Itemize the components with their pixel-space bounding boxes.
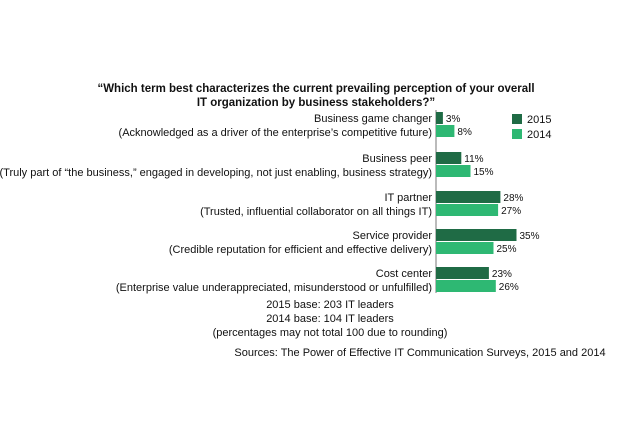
category-group: Business peer (Truly part of “the busines… [0, 152, 494, 179]
bar-2015 [436, 112, 443, 124]
category-description: (Truly part of “the business,” engaged i… [0, 167, 432, 179]
bar-2014 [436, 280, 496, 292]
category-group: Cost center (Enterprise value underapprec… [116, 267, 519, 294]
category-label: Business game changer [314, 113, 432, 125]
category-description: (Acknowledged as a driver of the enterpr… [119, 127, 432, 139]
data-label-2015: 3% [446, 114, 461, 125]
chart-title-line-2: IT organization by business stakeholders… [197, 97, 435, 109]
category-label: Service provider [353, 230, 433, 242]
data-label-2014: 27% [501, 206, 521, 217]
legend-label-2015: 2015 [527, 114, 551, 126]
bar-2014 [436, 165, 471, 177]
bar-2014 [436, 125, 455, 137]
category-group: Service provider (Credible reputation for… [169, 229, 540, 256]
data-label-2014: 25% [497, 244, 517, 255]
category-label: Cost center [376, 268, 433, 280]
category-group: Business game changer (Acknowledged as a … [119, 112, 472, 139]
data-label-2014: 8% [457, 127, 472, 138]
legend-swatch-2015 [512, 114, 522, 124]
category-label: IT partner [385, 192, 433, 204]
source-note: Sources: The Power of Effective IT Commu… [234, 347, 605, 359]
legend: 2015 2014 [512, 114, 551, 141]
data-label-2014: 15% [474, 167, 494, 178]
bars-group: Business game changer (Acknowledged as a … [0, 110, 540, 294]
bar-2014 [436, 242, 494, 254]
note-2015-base: 2015 base: 203 IT leaders [266, 299, 394, 311]
data-label-2014: 26% [499, 282, 519, 293]
bar-2015 [436, 191, 501, 203]
data-label-2015: 23% [492, 269, 512, 280]
data-label-2015: 28% [503, 193, 523, 204]
category-description: (Trusted, influential collaborator on al… [200, 206, 432, 218]
chart-title-line-1: “Which term best characterizes the curre… [97, 83, 534, 95]
bar-2015 [436, 267, 489, 279]
data-label-2015: 11% [464, 154, 483, 165]
legend-swatch-2014 [512, 129, 522, 139]
category-label: Business peer [362, 153, 432, 165]
legend-label-2014: 2014 [527, 129, 551, 141]
note-rounding: (percentages may not total 100 due to ro… [213, 327, 448, 339]
note-2014-base: 2014 base: 104 IT leaders [266, 313, 394, 325]
bar-2015 [436, 229, 517, 241]
bar-2015 [436, 152, 462, 164]
category-group: IT partner (Trusted, influential collabor… [200, 191, 524, 218]
data-label-2015: 35% [520, 231, 540, 242]
bar-2014 [436, 204, 499, 216]
category-description: (Enterprise value underappreciated, misu… [116, 282, 432, 294]
category-description: (Credible reputation for efficient and e… [169, 244, 432, 256]
